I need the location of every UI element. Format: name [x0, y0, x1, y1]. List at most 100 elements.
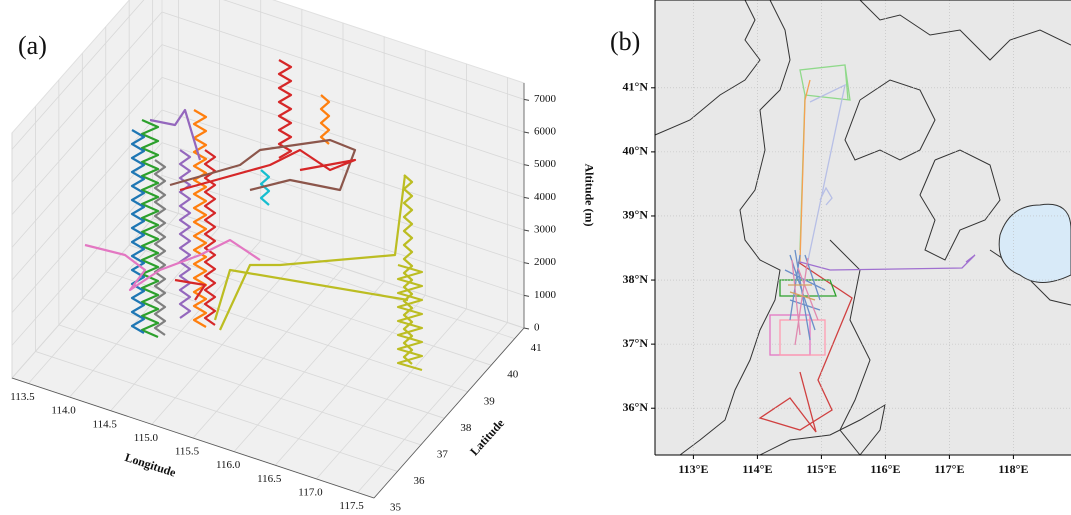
z-tick	[523, 196, 530, 199]
axis-line	[373, 327, 525, 499]
y-tick-label: 36	[413, 475, 425, 487]
x-tick-label: 115°E	[806, 462, 836, 476]
x-tick-label: 118°E	[998, 462, 1028, 476]
grid-line	[151, 254, 303, 425]
x-tick-label: 113.5	[10, 391, 35, 403]
grid-line	[161, 76, 525, 198]
y-tick-label: 40°N	[623, 144, 649, 158]
grid-line	[161, 109, 525, 231]
grid-line	[357, 322, 508, 493]
track	[259, 169, 271, 206]
z-tick	[523, 327, 530, 330]
x-tick-label: 115.5	[175, 446, 200, 458]
sea	[998, 203, 1071, 283]
track	[192, 109, 208, 328]
z-tick	[523, 164, 530, 167]
z-tick-label: 4000	[534, 191, 557, 203]
x-tick-label: 116.0	[216, 459, 241, 471]
y-tick-label: 37	[437, 448, 449, 460]
track	[174, 278, 207, 301]
grid-line	[161, 174, 525, 296]
track	[179, 148, 357, 192]
panel-label: (b)	[610, 27, 640, 56]
y-tick-label: 37°N	[623, 336, 649, 350]
track	[203, 149, 217, 326]
flight-tracks	[758, 64, 976, 433]
z-tick	[523, 229, 530, 232]
z-tick-label: 3000	[534, 224, 557, 236]
grid-line	[161, 207, 525, 329]
z-tick	[523, 262, 530, 265]
grid-line	[11, 77, 163, 248]
x-tick-label: 116.5	[257, 473, 282, 485]
y-tick-label: 41	[531, 342, 542, 354]
z-axis-label: Altitude (m)	[582, 164, 596, 227]
grid-line	[58, 324, 422, 446]
panel-a: 113.5 114.0 114.5 115.0 115.5 116.0 116.5 117.0…	[10, 0, 596, 514]
track	[153, 159, 167, 336]
axis-line	[11, 377, 375, 499]
z-tick	[523, 98, 530, 101]
y-tick-label: 36°N	[623, 400, 649, 414]
grid-line	[11, 0, 145, 150]
x-tick-label: 114°E	[742, 462, 772, 476]
x-tick-label: 113°E	[678, 462, 708, 476]
z-tick-label: 5000	[534, 158, 557, 170]
track	[213, 268, 409, 321]
z-tick	[523, 131, 530, 134]
grid-line	[69, 226, 220, 398]
y-tick-label: 38	[460, 422, 472, 434]
grid-line	[192, 267, 344, 439]
grid-line	[11, 11, 163, 183]
track	[84, 238, 261, 292]
z-tick-label: 6000	[534, 126, 557, 138]
y-tick-label: 41°N	[623, 80, 649, 94]
y-tick-label: 35	[390, 502, 402, 514]
x-tick-label: 116°E	[870, 462, 900, 476]
grid-line	[105, 271, 468, 393]
grid-line	[129, 244, 492, 366]
grid-line	[233, 281, 385, 452]
z-tick-label: 7000	[534, 93, 557, 105]
x-axis-label: Longitude	[123, 450, 178, 480]
flight-tracks	[84, 59, 424, 372]
z-tick-label: 0	[534, 322, 540, 334]
grid-line	[161, 44, 525, 166]
x-tick-label: 117°E	[934, 462, 964, 476]
y-tick-label: 39	[484, 395, 496, 407]
x-tick-label: 117.5	[339, 500, 364, 512]
z-tick-label: 1000	[534, 289, 557, 301]
track	[140, 118, 160, 339]
track	[396, 263, 424, 372]
grid-line	[35, 351, 398, 472]
y-tick-label: 40	[507, 369, 519, 381]
grid-line	[11, 44, 163, 215]
y-tick-label: 39°N	[623, 208, 649, 222]
track	[219, 174, 407, 331]
panel-b: 113°E 114°E 115°E 116°E 117°E 118°E 36°N 37°N 38…	[610, 0, 1071, 476]
grid-line	[11, 109, 163, 281]
x-tick-label: 114.5	[93, 418, 118, 430]
grid-line	[223, 0, 525, 100]
x-tick-label: 117.0	[298, 486, 323, 498]
z-tick	[523, 294, 530, 297]
grid-line	[11, 207, 163, 379]
y-axis-label: Latitude	[467, 416, 507, 459]
y-tick-label: 38°N	[623, 272, 649, 286]
grid-line	[11, 142, 163, 313]
x-tick-label: 115.0	[134, 432, 159, 444]
track	[319, 94, 331, 145]
track	[178, 149, 192, 319]
track	[149, 108, 202, 161]
x-tick-label: 114.0	[51, 405, 76, 417]
grid-line	[110, 240, 262, 411]
grid-line	[161, 142, 525, 264]
track	[130, 129, 146, 334]
track	[277, 59, 293, 159]
panel-label: (a)	[18, 31, 47, 60]
z-tick-label: 2000	[534, 256, 557, 268]
grid-line	[274, 295, 426, 466]
grid-line	[161, 11, 525, 133]
track	[169, 138, 357, 192]
